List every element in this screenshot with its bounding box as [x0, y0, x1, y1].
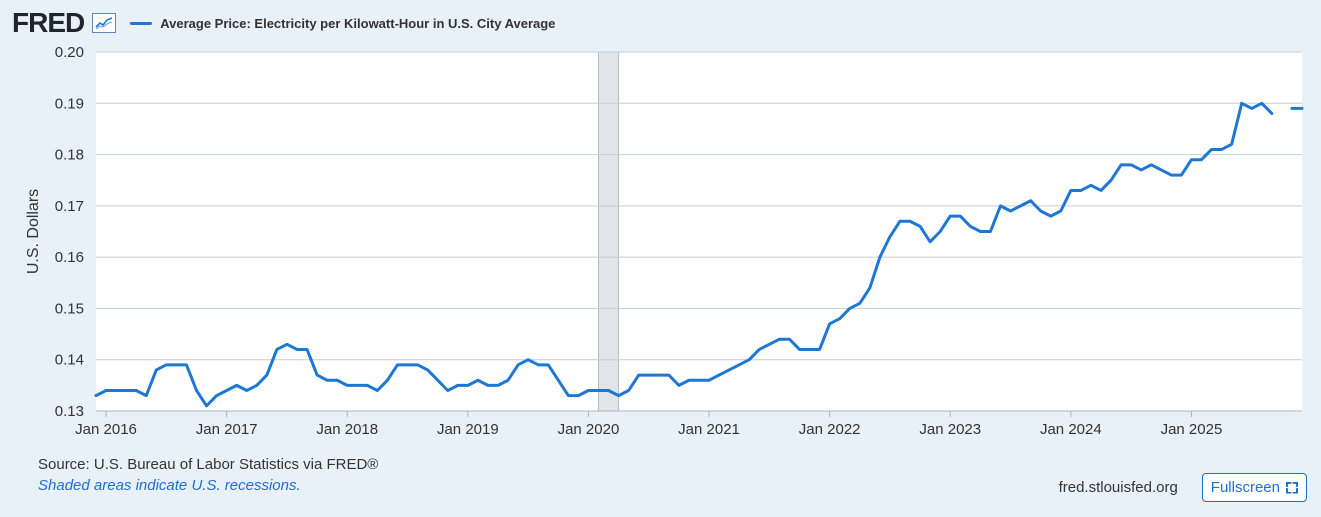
fullscreen-label: Fullscreen	[1210, 479, 1280, 496]
legend-series-label: Average Price: Electricity per Kilowatt-…	[160, 15, 556, 31]
y-tick-label: 0.13	[55, 403, 84, 420]
fullscreen-icon	[1286, 482, 1298, 494]
y-tick-label: 0.14	[55, 352, 84, 369]
y-tick-label: 0.18	[55, 147, 84, 164]
x-tick-label: Jan 2016	[75, 421, 137, 438]
x-tick-label: Jan 2021	[678, 421, 740, 438]
y-tick-label: 0.17	[55, 198, 84, 215]
source-text: Source: U.S. Bureau of Labor Statistics …	[38, 456, 379, 473]
plot-background	[96, 52, 1302, 411]
footer-right: fred.stlouisfed.org Fullscreen	[1059, 473, 1307, 502]
series-line-layer	[94, 101, 1304, 408]
x-tick-label: Jan 2023	[919, 421, 981, 438]
recession-shade	[598, 51, 620, 412]
fred-logo[interactable]: FRED	[12, 7, 85, 38]
recession-note: Shaded areas indicate U.S. recessions.	[38, 477, 301, 494]
x-tick-label: Jan 2020	[558, 421, 620, 438]
x-tick-label: Jan 2025	[1161, 421, 1223, 438]
y-tick-label: 0.15	[55, 300, 84, 317]
plot-area	[96, 52, 1302, 411]
x-tick-label: Jan 2019	[437, 421, 499, 438]
line-chart-icon[interactable]	[92, 13, 117, 33]
y-tick-label: 0.19	[55, 95, 84, 112]
grid-layer	[96, 51, 1302, 361]
y-tick-label: 0.20	[55, 44, 84, 61]
y-axis-label: U.S. Dollars	[25, 189, 42, 274]
x-tick-label: Jan 2018	[316, 421, 378, 438]
x-tick-label: Jan 2022	[799, 421, 861, 438]
y-tick-label: 0.16	[55, 249, 84, 266]
footer-left: Source: U.S. Bureau of Labor Statistics …	[38, 454, 378, 496]
legend-swatch	[130, 21, 153, 25]
x-tick-label: Jan 2024	[1040, 421, 1102, 438]
recession-layer	[598, 51, 620, 412]
x-tick-label: Jan 2017	[196, 421, 258, 438]
chart-legend: Average Price: Electricity per Kilowatt-…	[130, 16, 555, 31]
chart-header: FRED Average Price: Electricity per Kilo…	[12, 8, 555, 38]
site-link[interactable]: fred.stlouisfed.org	[1058, 479, 1178, 496]
series-line	[94, 101, 1274, 408]
axis-layer: 0.13 0.14 0.15 0.16 0.17 0.18 0.19 0.20 Jan 2016…	[55, 44, 1302, 438]
fullscreen-button[interactable]: Fullscreen	[1201, 473, 1307, 502]
